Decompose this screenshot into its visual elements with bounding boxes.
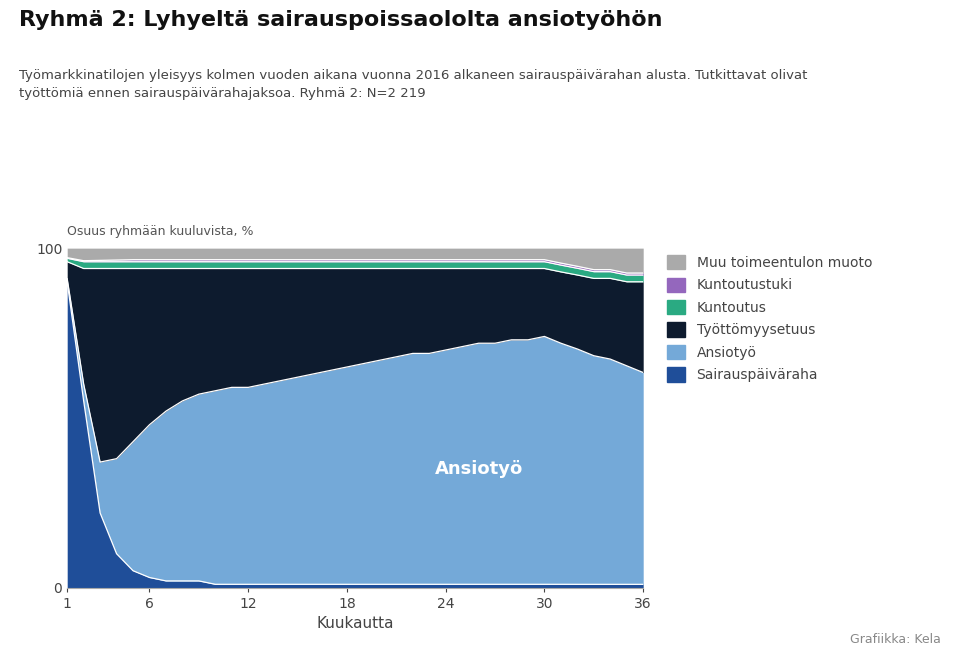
Text: Ryhmä 2: Lyhyeltä sairauspoissaololta ansiotyöhön: Ryhmä 2: Lyhyeltä sairauspoissaololta an… bbox=[19, 10, 662, 30]
X-axis label: Kuukautta: Kuukautta bbox=[317, 616, 394, 631]
Text: Grafiikka: Kela: Grafiikka: Kela bbox=[850, 633, 941, 646]
Text: Osuus ryhmään kuuluvista, %: Osuus ryhmään kuuluvista, % bbox=[67, 225, 253, 238]
Legend: Muu toimeentulon muoto, Kuntoutustuki, Kuntoutus, Työttömyysetuus, Ansiotyö, Sai: Muu toimeentulon muoto, Kuntoutustuki, K… bbox=[667, 255, 872, 382]
Text: Ansiotyö: Ansiotyö bbox=[435, 460, 523, 478]
Text: Työmarkkinatilojen yleisyys kolmen vuoden aikana vuonna 2016 alkaneen sairauspäi: Työmarkkinatilojen yleisyys kolmen vuode… bbox=[19, 69, 807, 99]
